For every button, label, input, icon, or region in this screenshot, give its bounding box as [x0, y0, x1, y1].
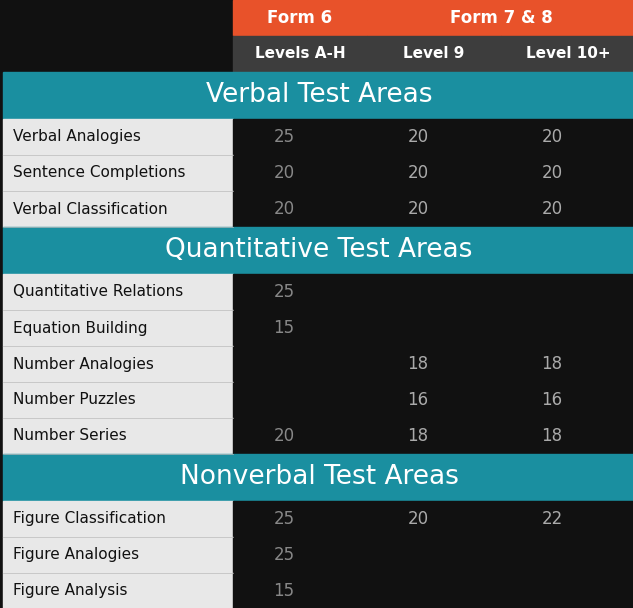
- Bar: [233, 119, 633, 155]
- Text: 25: 25: [273, 283, 294, 301]
- Text: Level 10+: Level 10+: [525, 46, 610, 61]
- Text: 16: 16: [408, 391, 429, 409]
- Bar: [233, 310, 633, 346]
- Text: Levels A-H: Levels A-H: [254, 46, 346, 61]
- Bar: [3, 274, 233, 310]
- Text: Form 7 & 8: Form 7 & 8: [449, 9, 553, 27]
- Text: Level 9: Level 9: [403, 46, 465, 61]
- Bar: [3, 191, 233, 227]
- Text: Verbal Analogies: Verbal Analogies: [13, 130, 141, 145]
- Text: 20: 20: [273, 164, 294, 182]
- Bar: [233, 501, 633, 537]
- Bar: [3, 537, 233, 573]
- Bar: [3, 454, 633, 501]
- Bar: [233, 191, 633, 227]
- Bar: [233, 418, 633, 454]
- Text: Equation Building: Equation Building: [13, 320, 147, 336]
- Text: 20: 20: [541, 164, 563, 182]
- Bar: [233, 537, 633, 573]
- Bar: [367, 0, 633, 36]
- Bar: [3, 0, 233, 36]
- Bar: [3, 119, 233, 155]
- Bar: [233, 346, 633, 382]
- Bar: [501, 36, 633, 72]
- Bar: [233, 0, 367, 36]
- Bar: [233, 274, 633, 310]
- Text: 20: 20: [408, 128, 429, 146]
- Text: Quantitative Test Areas: Quantitative Test Areas: [165, 238, 473, 263]
- Text: Number Series: Number Series: [13, 429, 127, 443]
- Bar: [3, 310, 233, 346]
- Text: 25: 25: [273, 510, 294, 528]
- Bar: [3, 346, 233, 382]
- Bar: [3, 227, 633, 274]
- Bar: [3, 36, 233, 72]
- Bar: [3, 573, 233, 608]
- Text: 25: 25: [273, 546, 294, 564]
- Text: 18: 18: [541, 427, 563, 445]
- Text: 20: 20: [408, 164, 429, 182]
- Bar: [3, 155, 233, 191]
- Text: 20: 20: [541, 200, 563, 218]
- Text: 20: 20: [408, 510, 429, 528]
- Bar: [233, 36, 367, 72]
- Text: 15: 15: [273, 582, 294, 600]
- Text: 22: 22: [541, 510, 563, 528]
- Text: Verbal Classification: Verbal Classification: [13, 201, 168, 216]
- Text: 20: 20: [273, 427, 294, 445]
- Text: 20: 20: [408, 200, 429, 218]
- Text: Number Analogies: Number Analogies: [13, 356, 154, 371]
- Text: Figure Analogies: Figure Analogies: [13, 547, 139, 562]
- Text: 18: 18: [541, 355, 563, 373]
- Bar: [3, 418, 233, 454]
- Text: 20: 20: [541, 128, 563, 146]
- Text: Nonverbal Test Areas: Nonverbal Test Areas: [180, 465, 458, 491]
- Text: 25: 25: [273, 128, 294, 146]
- Bar: [367, 36, 501, 72]
- Text: Quantitative Relations: Quantitative Relations: [13, 285, 183, 300]
- Text: 20: 20: [273, 200, 294, 218]
- Text: Number Puzzles: Number Puzzles: [13, 393, 135, 407]
- Bar: [3, 501, 233, 537]
- Text: Verbal Test Areas: Verbal Test Areas: [206, 83, 432, 108]
- Text: Figure Analysis: Figure Analysis: [13, 584, 127, 598]
- Text: 18: 18: [408, 355, 429, 373]
- Text: Sentence Completions: Sentence Completions: [13, 165, 185, 181]
- Text: 16: 16: [541, 391, 563, 409]
- Bar: [233, 573, 633, 608]
- Text: 15: 15: [273, 319, 294, 337]
- Bar: [233, 382, 633, 418]
- Bar: [233, 155, 633, 191]
- Text: Form 6: Form 6: [267, 9, 332, 27]
- Text: 18: 18: [408, 427, 429, 445]
- Bar: [3, 72, 633, 119]
- Bar: [3, 382, 233, 418]
- Text: Figure Classification: Figure Classification: [13, 511, 166, 527]
